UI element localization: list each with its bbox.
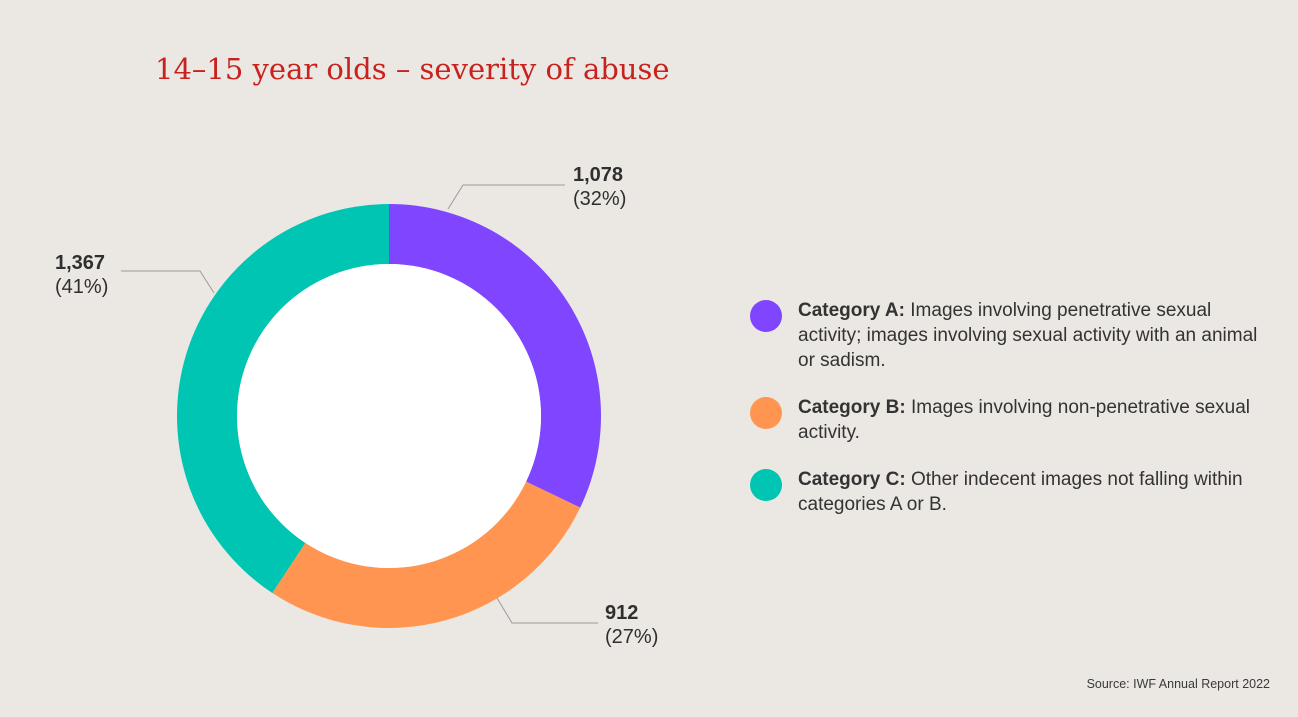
legend-name-a: Category A: (798, 300, 905, 321)
data-label-c: 1,367 (41%) (55, 251, 108, 299)
data-label-b: 912 (27%) (605, 601, 658, 649)
leader-line-a (447, 184, 565, 210)
legend-desc-a: Images involving penetrative sexual acti… (798, 300, 1258, 371)
data-label-a-value: 1,078 (573, 164, 624, 186)
legend-desc-b: Images involving non-penetrative sexual … (798, 397, 1250, 443)
legend: Category A: Images involving penetrative… (750, 298, 1270, 539)
source-note: Source: IWF Annual Report 2022 (1086, 677, 1270, 691)
data-label-b-percent: (27%) (605, 626, 659, 648)
donut-hole (237, 264, 541, 568)
legend-name-b: Category B: (798, 397, 906, 418)
data-label-b-value: 912 (605, 602, 639, 624)
donut-slice-a (389, 204, 601, 508)
legend-swatch-b (750, 397, 782, 429)
legend-desc-c: Other indecent images not falling within… (798, 469, 1243, 515)
legend-name-c: Category C: (798, 469, 906, 490)
leader-line-c (121, 270, 215, 294)
legend-swatch-a (750, 300, 782, 332)
donut-slice-b (272, 481, 581, 629)
legend-swatch-c (750, 469, 782, 501)
data-label-a-percent: (32%) (573, 188, 627, 210)
legend-item-c: Category C: Other indecent images not fa… (750, 467, 1270, 517)
legend-item-a: Category A: Images involving penetrative… (750, 298, 1270, 373)
data-label-c-value: 1,367 (55, 252, 106, 274)
data-label-c-percent: (41%) (55, 276, 109, 298)
chart-title: 14–15 year olds – severity of abuse (155, 52, 670, 86)
donut-slice-c (176, 204, 389, 593)
legend-item-b: Category B: Images involving non-penetra… (750, 395, 1270, 445)
data-label-a: 1,078 (32%) (573, 163, 626, 211)
leader-line-b (496, 597, 598, 624)
